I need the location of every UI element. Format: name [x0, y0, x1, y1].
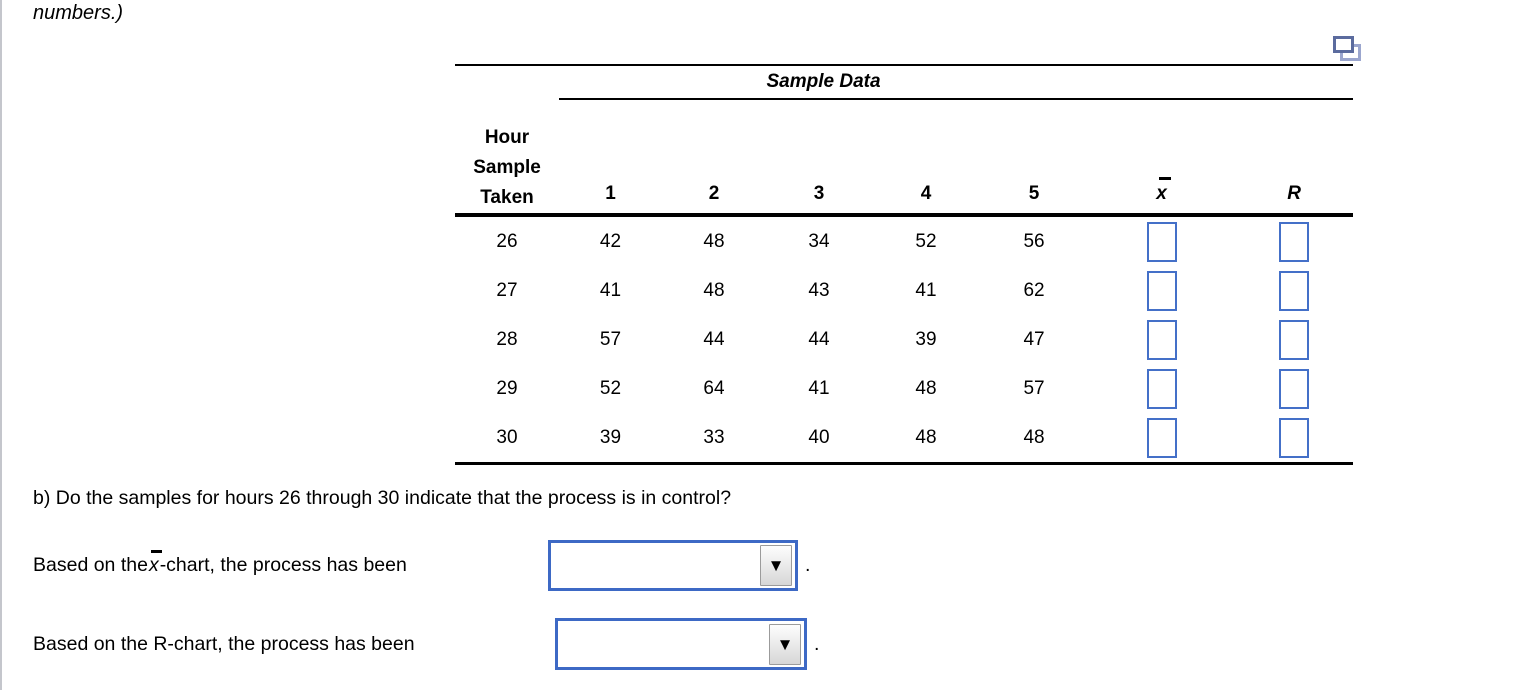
xbar-input[interactable]: [1146, 319, 1177, 360]
caret-down-icon: ▼: [767, 556, 785, 575]
group-header-row: Hour Sample Taken Sample Data: [455, 64, 1354, 217]
r-input-cell: [1235, 413, 1354, 465]
xbar-input-cell: [1088, 215, 1235, 266]
r-chart-statement: Based on the R-chart, the process has be…: [33, 618, 415, 670]
sample-value-cell: 64: [703, 377, 725, 399]
header-line: Sample: [473, 157, 541, 178]
group-header-rule-extension: [1088, 64, 1354, 100]
xbar-input[interactable]: [1146, 368, 1177, 409]
col-header-4: 4: [872, 99, 980, 217]
sample-value-cell: 44: [808, 328, 830, 350]
col-header-1: 1: [559, 99, 662, 217]
sample-value-cell: 43: [808, 279, 830, 301]
sample-value-cell: 48: [915, 377, 937, 399]
col-header-2: 2: [662, 99, 766, 217]
sample-value-cell: 48: [980, 413, 1089, 465]
r-input-cell: [1235, 315, 1353, 364]
col-header-3: 3: [766, 99, 872, 217]
r-chart-dropdown[interactable]: ▼: [555, 618, 807, 670]
hour-cell: 30: [455, 413, 559, 465]
hour-cell: 29: [496, 377, 518, 399]
xbar-chart-dropdown[interactable]: ▼: [548, 540, 798, 591]
xbar-input-cell: [1088, 413, 1236, 465]
xbar-input[interactable]: [1146, 270, 1177, 311]
r-input[interactable]: [1279, 368, 1310, 409]
col-header-r: R: [1235, 99, 1354, 217]
duplicate-question-icon[interactable]: [1333, 36, 1361, 62]
sample-value-cell: 62: [1023, 279, 1045, 301]
sample-data-table: Hour Sample Taken Sample Data 1 2 3 4 5 …: [455, 64, 1354, 465]
r-input-cell: [1235, 364, 1353, 413]
sample-value-cell: 56: [1023, 230, 1045, 252]
question-b-prompt: b) Do the samples for hours 26 through 3…: [33, 487, 732, 509]
sample-value-cell: 48: [872, 413, 980, 465]
sample-value-cell: 41: [599, 279, 622, 301]
sample-value-cell: 41: [808, 377, 830, 399]
sample-value-cell: 48: [703, 279, 725, 301]
table-row: 26 42 48 34 52 56: [455, 215, 1353, 266]
sample-value-cell: 40: [766, 413, 872, 465]
xbar-input[interactable]: [1146, 221, 1177, 262]
sample-value-cell: 57: [599, 328, 622, 350]
header-line: Taken: [480, 187, 534, 208]
table-body: 26 42 48 34 52 56 27 41 48 43 41 62 28 57 44 44 39 47 29 52…: [455, 215, 1354, 465]
table-row: 28 57 44 44 39 47: [455, 315, 1353, 364]
sentence-period: .: [814, 632, 820, 655]
sample-value-cell: 34: [808, 230, 830, 252]
xbar-input-cell: [1088, 315, 1235, 364]
hour-sample-taken-header: Hour Sample Taken: [455, 64, 559, 217]
hour-cell: 26: [496, 230, 518, 252]
sample-value-cell: 39: [559, 413, 662, 465]
sample-value-cell: 44: [703, 328, 725, 350]
sample-value-cell: 47: [1023, 328, 1045, 350]
xbar-symbol: x: [1156, 177, 1172, 205]
dropdown-arrow-button[interactable]: ▼: [760, 545, 792, 586]
sample-value-cell: 52: [915, 230, 937, 252]
sample-value-cell: 33: [662, 413, 766, 465]
caret-down-icon: ▼: [776, 634, 794, 654]
dropdown-arrow-button[interactable]: ▼: [769, 623, 801, 665]
table-row: 29 52 64 41 48 57: [455, 364, 1353, 413]
col-header-5: 5: [980, 99, 1089, 217]
xbar-symbol: x: [149, 550, 162, 577]
r-input-cell: [1235, 215, 1353, 266]
xbar-chart-statement: Based on the x -chart, the process has b…: [33, 540, 407, 591]
sample-data-table-wrap: Hour Sample Taken Sample Data 1 2 3 4 5 …: [455, 64, 1354, 465]
table-row: 30 39 33 40 48 48: [455, 413, 1354, 465]
column-header-row: 1 2 3 4 5 x R: [455, 99, 1354, 217]
xbar-input[interactable]: [1146, 417, 1177, 458]
r-input[interactable]: [1279, 221, 1310, 262]
header-line: Hour: [484, 127, 530, 148]
table-row: 27 41 48 43 41 62: [455, 266, 1353, 315]
statement-text: Based on the: [33, 554, 148, 576]
hour-cell: 28: [496, 328, 518, 350]
r-input[interactable]: [1279, 319, 1310, 360]
sample-value-cell: 52: [599, 377, 622, 399]
col-header-xbar: x: [1088, 99, 1236, 217]
r-input[interactable]: [1279, 417, 1310, 458]
statement-text: -chart, the process has been: [159, 554, 407, 576]
xbar-input-cell: [1088, 364, 1235, 413]
sample-value-cell: 41: [915, 279, 937, 301]
intro-text: numbers.): [33, 2, 124, 24]
left-pane-divider: [0, 0, 2, 690]
xbar-input-cell: [1088, 266, 1235, 315]
statement-text: Based on the R-chart, the process has be…: [33, 632, 415, 655]
macron-bar: [150, 550, 162, 553]
sample-data-group-header: Sample Data: [559, 64, 1089, 100]
sample-value-cell: 42: [599, 230, 622, 252]
r-input[interactable]: [1279, 270, 1310, 311]
sentence-period: .: [805, 554, 811, 576]
sample-value-cell: 57: [1023, 377, 1045, 399]
copy-icon-front-layer: [1333, 36, 1354, 53]
sample-value-cell: 48: [703, 230, 725, 252]
macron-bar: [1159, 177, 1172, 180]
sample-value-cell: 39: [915, 328, 937, 350]
r-input-cell: [1235, 266, 1353, 315]
hour-cell: 27: [496, 279, 518, 301]
